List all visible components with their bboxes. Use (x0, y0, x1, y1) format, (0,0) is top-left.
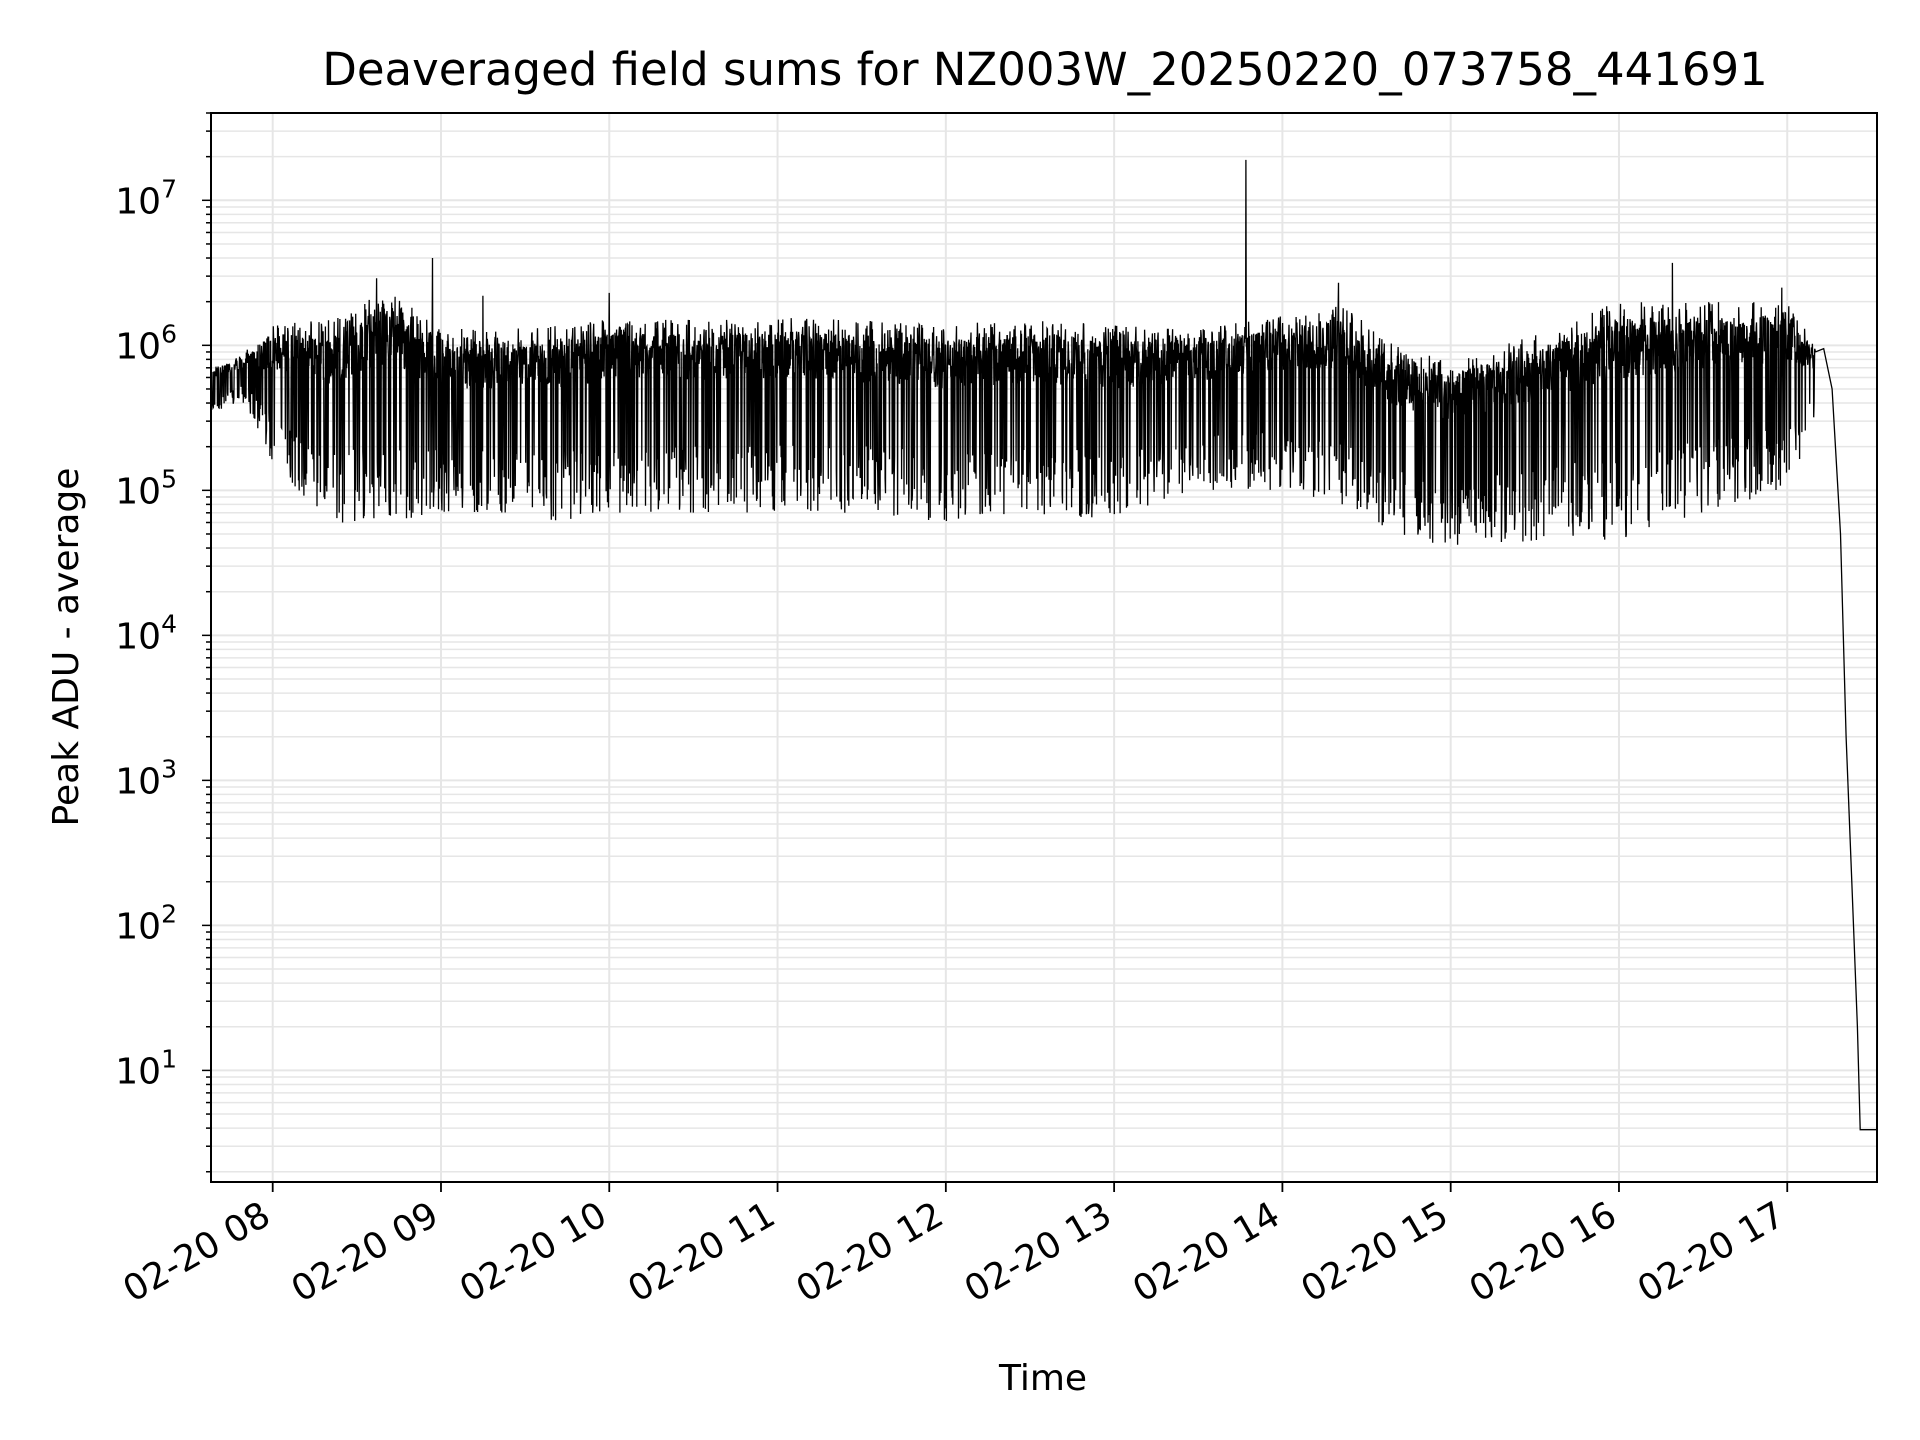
y-tick-label: 107 (115, 174, 177, 222)
x-axis-label: Time (998, 1358, 1087, 1399)
y-tick-label: 105 (115, 464, 177, 512)
y-tick-label: 106 (115, 319, 177, 367)
y-tick-label: 101 (115, 1044, 177, 1092)
grid (211, 112, 1877, 1182)
series-path (210, 159, 1877, 1131)
series-line (210, 159, 1877, 1131)
y-tick-label: 102 (115, 899, 177, 947)
y-tick-label: 103 (115, 754, 177, 802)
y-axis: 101 102 103 104 105 106 107 (115, 112, 211, 1173)
chart-title: Deaveraged field sums for NZ003W_2025022… (322, 43, 1768, 96)
y-tick-label: 104 (115, 609, 177, 657)
y-axis-label: Peak ADU - average (46, 468, 87, 827)
plot-frame (210, 112, 1878, 1183)
